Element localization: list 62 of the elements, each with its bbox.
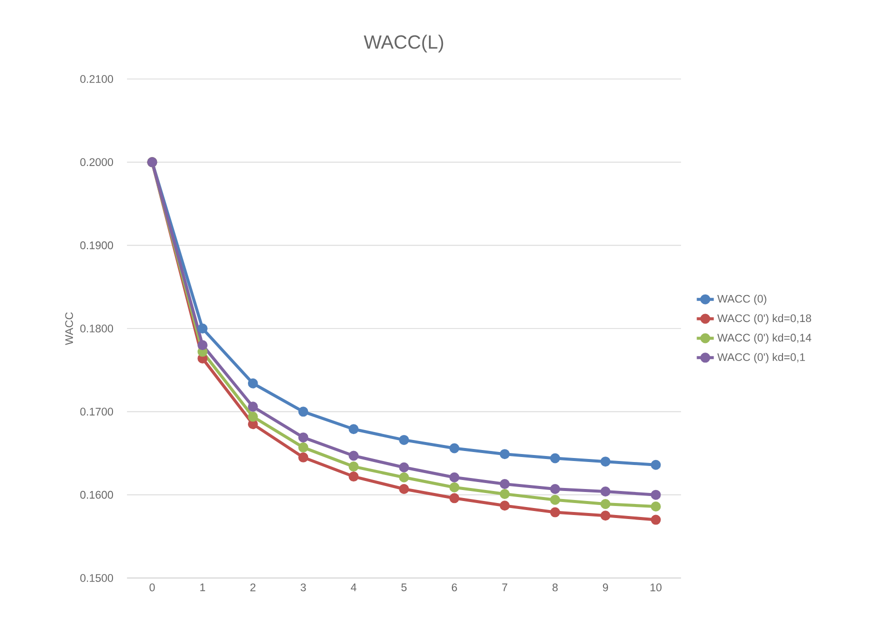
- point: [500, 449, 510, 460]
- point: [399, 462, 410, 472]
- point: [198, 324, 208, 334]
- point: [650, 501, 661, 512]
- x-tick-label: 0: [150, 584, 155, 592]
- point: [248, 412, 258, 422]
- point: [248, 378, 258, 388]
- x-tick-label: 2: [250, 584, 256, 592]
- point: [550, 507, 560, 518]
- y-tick-label: 0.2100: [80, 75, 114, 83]
- point: [298, 432, 308, 442]
- point: [600, 510, 610, 521]
- point: [449, 482, 460, 492]
- point: [348, 450, 359, 461]
- x-tick-label: 9: [602, 584, 608, 592]
- point: [500, 479, 510, 490]
- point: [348, 472, 359, 482]
- point: [600, 456, 610, 467]
- point: [399, 484, 410, 494]
- y-tick-label: 0.1800: [80, 324, 114, 332]
- legend-label: WACC (0') kd=0,18: [717, 314, 812, 324]
- point: [298, 452, 308, 462]
- point: [550, 494, 560, 505]
- x-tick-label: 4: [350, 584, 356, 592]
- point: [600, 498, 610, 509]
- x-tick-label: 6: [452, 584, 457, 592]
- x-tick-label: 8: [552, 584, 558, 592]
- y-tick-label: 0.1600: [80, 490, 114, 499]
- point: [650, 490, 661, 500]
- point: [399, 434, 410, 445]
- point: [600, 486, 610, 497]
- legend-label: WACC (0') kd=0,1: [717, 352, 805, 364]
- y-tick-label: 0.2000: [80, 158, 114, 166]
- point: [500, 500, 510, 511]
- chart-title: WACC(L): [364, 34, 444, 53]
- point: [500, 489, 510, 499]
- x-tick-label: 7: [502, 584, 508, 592]
- point: [399, 472, 410, 482]
- x-tick-label: 1: [200, 584, 206, 592]
- point: [449, 443, 460, 454]
- point: [550, 453, 560, 464]
- point: [298, 406, 308, 417]
- point: [248, 402, 258, 412]
- point: [248, 419, 258, 430]
- point: [348, 462, 359, 472]
- point: [449, 493, 460, 504]
- point: [650, 514, 661, 525]
- y-tick-label: 0.1900: [80, 241, 114, 250]
- legend-label: WACC (0') kd=0,14: [717, 333, 812, 344]
- point: [298, 442, 308, 452]
- y-tick-label: 0.1700: [80, 408, 114, 416]
- point: [550, 484, 560, 494]
- x-tick-label: 10: [650, 584, 662, 592]
- x-tick-label: 5: [401, 584, 407, 592]
- y-tick-label: 0.1500: [80, 574, 114, 582]
- point: [650, 460, 661, 470]
- point: [348, 424, 359, 434]
- point: [198, 340, 208, 350]
- point: [449, 472, 460, 482]
- legend-label: WACC (0): [717, 294, 766, 305]
- y-axis-title: WACC: [65, 312, 73, 346]
- x-tick-label: 3: [300, 584, 306, 592]
